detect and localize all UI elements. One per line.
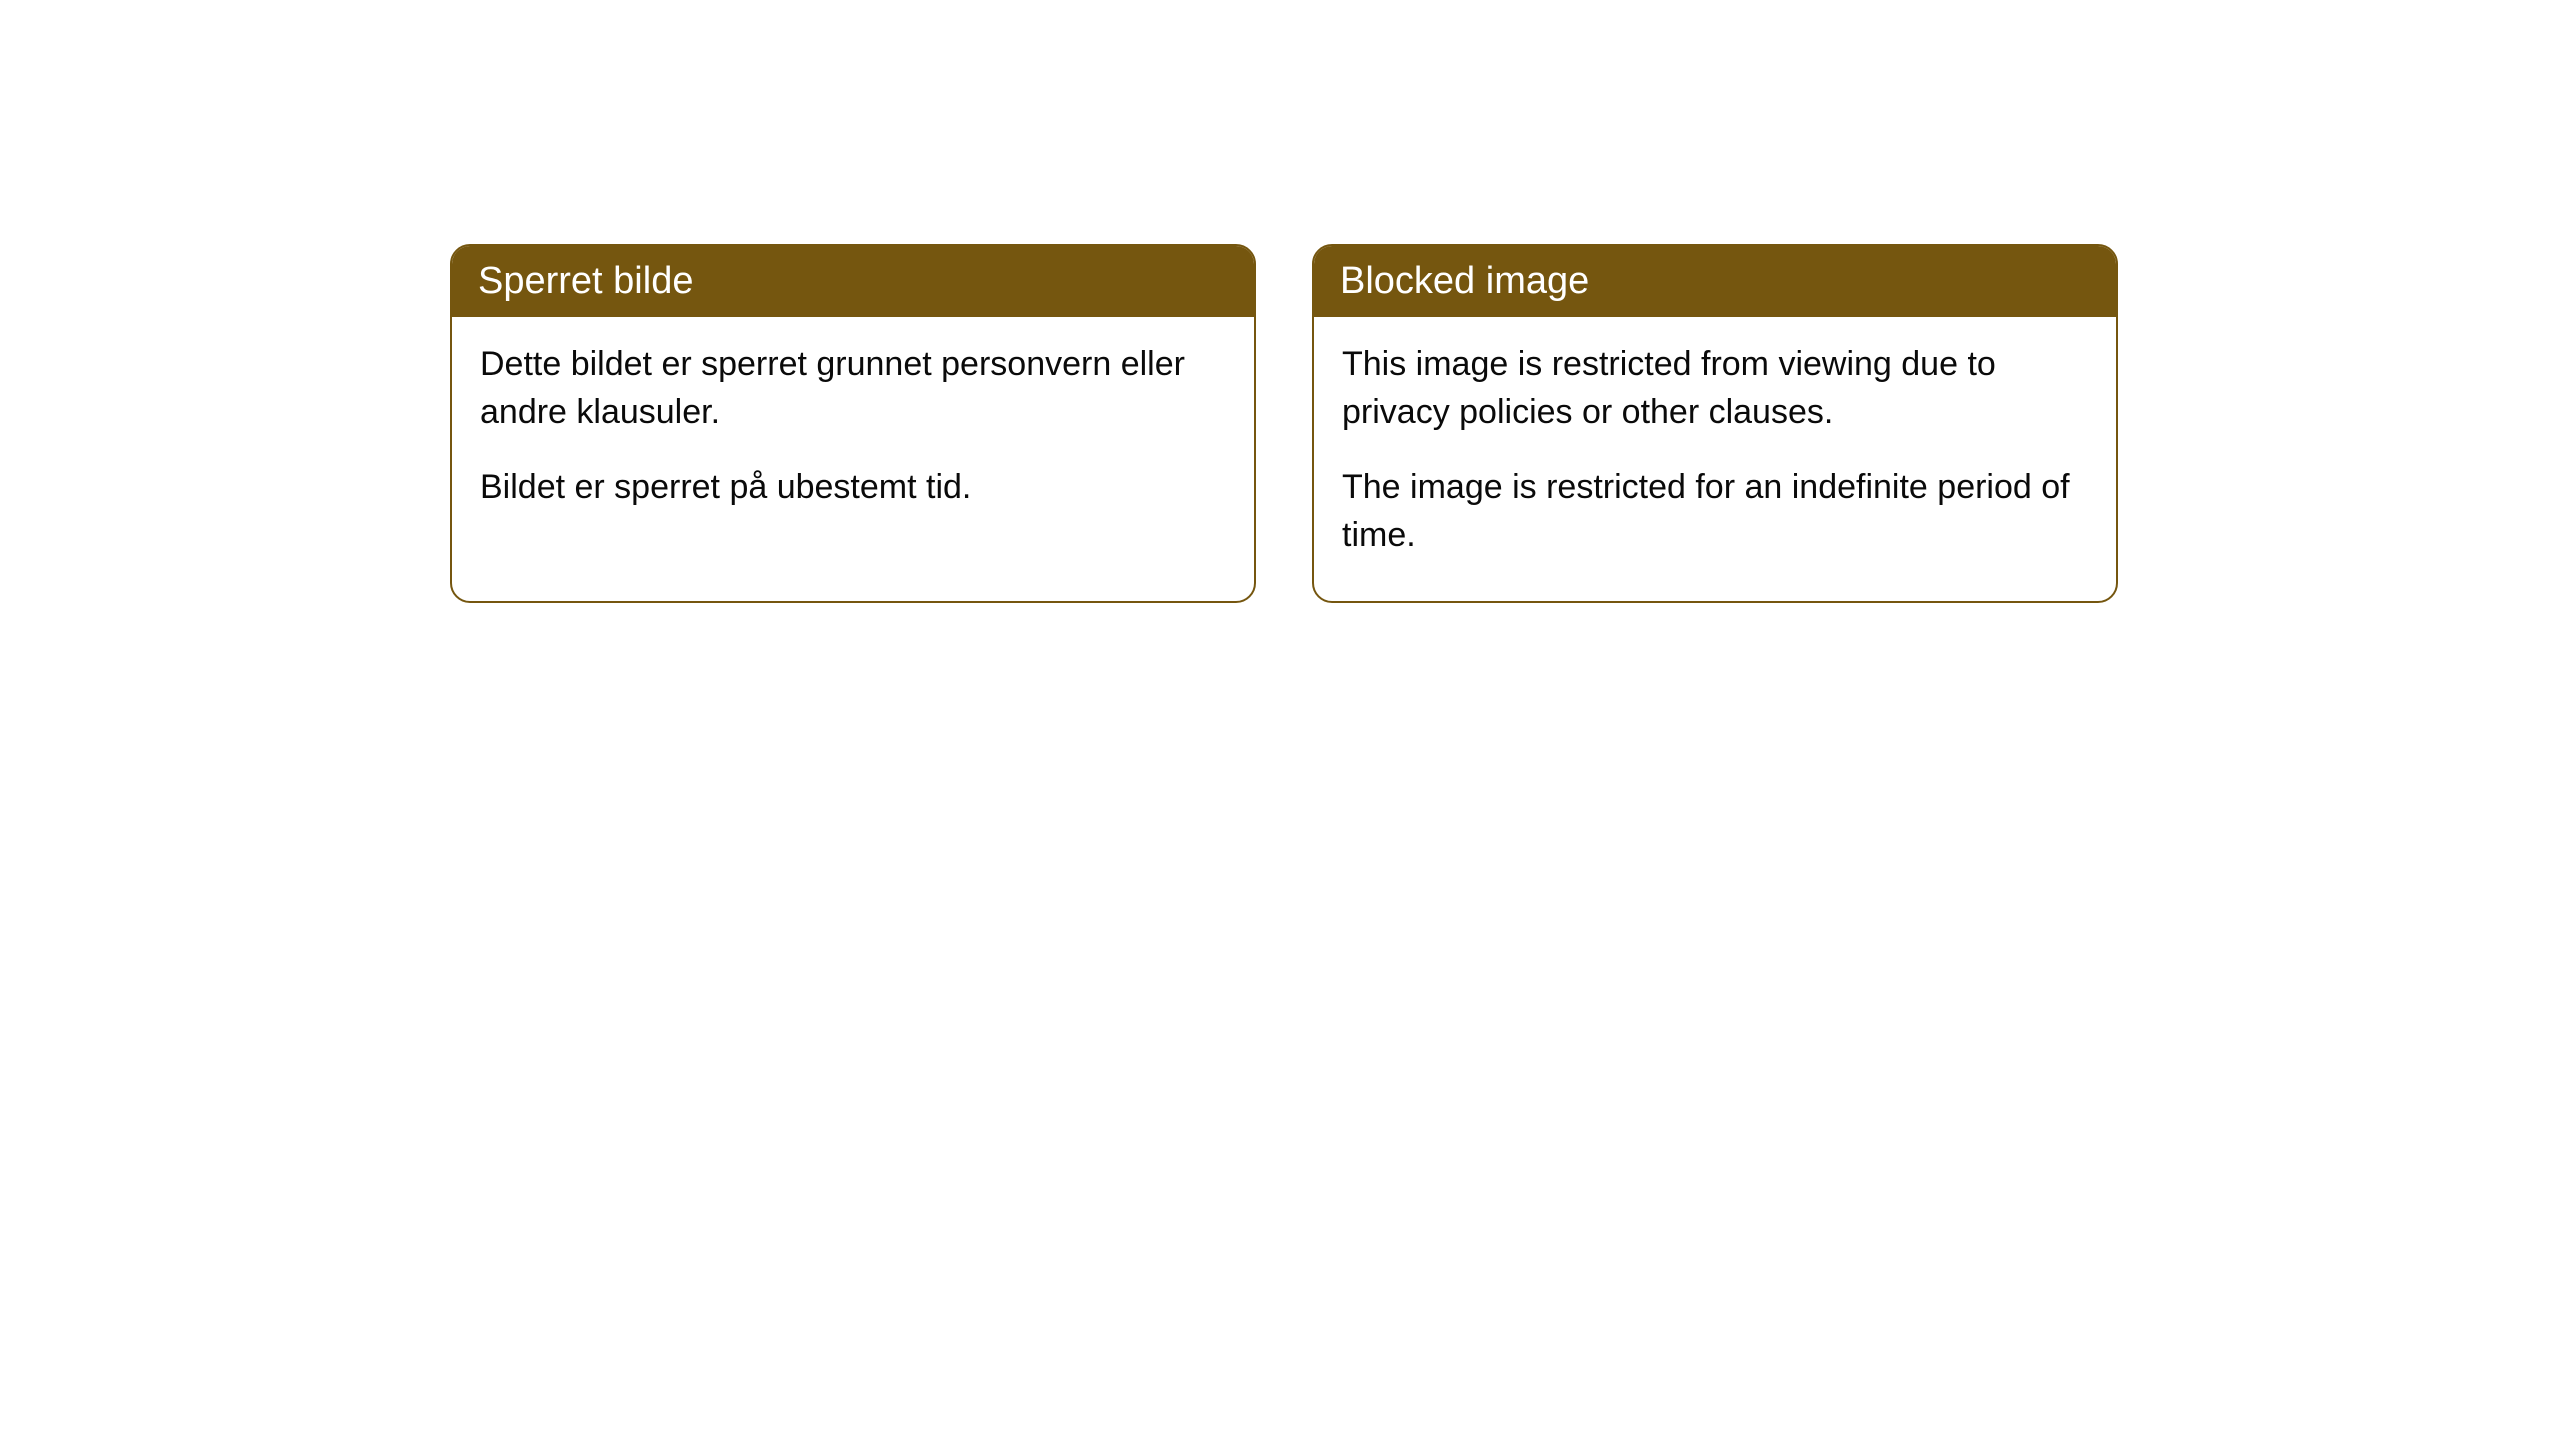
- card-norwegian-body: Dette bildet er sperret grunnet personve…: [452, 317, 1254, 554]
- card-english-title: Blocked image: [1340, 260, 1589, 302]
- card-english-header: Blocked image: [1314, 246, 2116, 317]
- card-norwegian-paragraph-1: Dette bildet er sperret grunnet personve…: [480, 341, 1226, 436]
- card-norwegian: Sperret bilde Dette bildet er sperret gr…: [450, 244, 1256, 603]
- card-norwegian-header: Sperret bilde: [452, 246, 1254, 317]
- card-english-body: This image is restricted from viewing du…: [1314, 317, 2116, 601]
- card-english: Blocked image This image is restricted f…: [1312, 244, 2118, 603]
- cards-container: Sperret bilde Dette bildet er sperret gr…: [450, 244, 2560, 603]
- card-english-paragraph-2: The image is restricted for an indefinit…: [1342, 464, 2088, 559]
- card-norwegian-title: Sperret bilde: [478, 260, 693, 302]
- card-norwegian-paragraph-2: Bildet er sperret på ubestemt tid.: [480, 464, 1226, 512]
- card-english-paragraph-1: This image is restricted from viewing du…: [1342, 341, 2088, 436]
